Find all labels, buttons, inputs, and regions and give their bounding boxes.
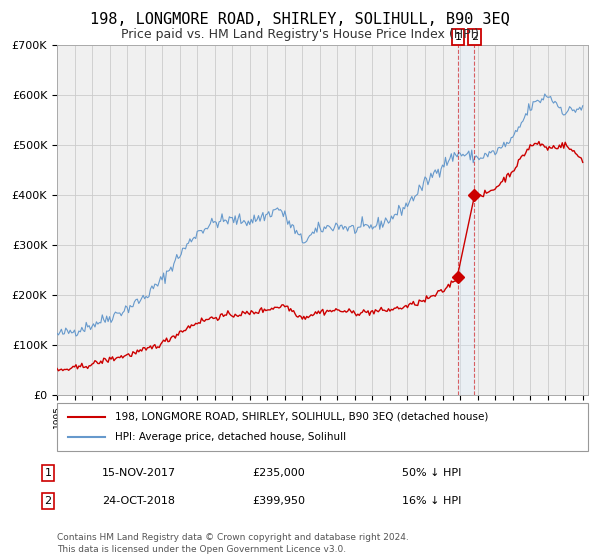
Text: 198, LONGMORE ROAD, SHIRLEY, SOLIHULL, B90 3EQ (detached house): 198, LONGMORE ROAD, SHIRLEY, SOLIHULL, B… (115, 412, 489, 422)
Text: 198, LONGMORE ROAD, SHIRLEY, SOLIHULL, B90 3EQ: 198, LONGMORE ROAD, SHIRLEY, SOLIHULL, B… (90, 12, 510, 27)
Text: 24-OCT-2018: 24-OCT-2018 (102, 496, 175, 506)
Text: £399,950: £399,950 (252, 496, 305, 506)
Text: 1: 1 (454, 32, 461, 42)
Text: Contains HM Land Registry data © Crown copyright and database right 2024.: Contains HM Land Registry data © Crown c… (57, 533, 409, 542)
Text: 15-NOV-2017: 15-NOV-2017 (102, 468, 176, 478)
Text: This data is licensed under the Open Government Licence v3.0.: This data is licensed under the Open Gov… (57, 545, 346, 554)
Text: Price paid vs. HM Land Registry's House Price Index (HPI): Price paid vs. HM Land Registry's House … (121, 28, 479, 41)
FancyBboxPatch shape (57, 403, 588, 451)
Text: 16% ↓ HPI: 16% ↓ HPI (402, 496, 461, 506)
Text: 2: 2 (44, 496, 52, 506)
Text: 1: 1 (44, 468, 52, 478)
Text: £235,000: £235,000 (252, 468, 305, 478)
Text: 50% ↓ HPI: 50% ↓ HPI (402, 468, 461, 478)
Bar (458, 45, 474, 395)
Text: 2: 2 (471, 32, 478, 42)
Text: HPI: Average price, detached house, Solihull: HPI: Average price, detached house, Soli… (115, 432, 347, 442)
